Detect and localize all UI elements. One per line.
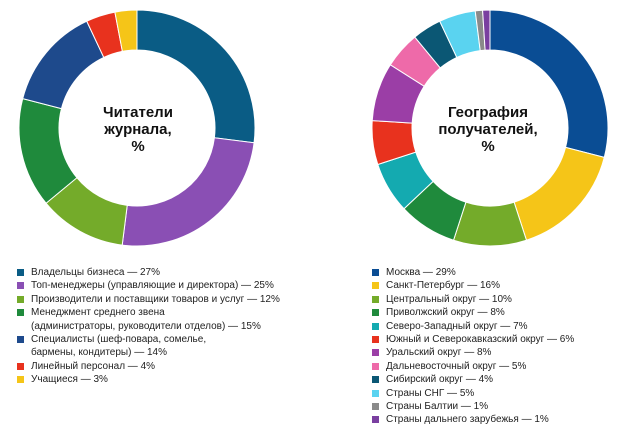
readers-legend-item: Производители и поставщики товаров и усл… [17,293,317,306]
readers-legend-swatch [17,295,24,303]
geography-legend-label: Страны Балтии — 1% [386,401,489,413]
geography-legend-item: Москва — 29% [372,266,622,279]
readers-legend-item: Менеджмент среднего звена (администраторы… [17,306,317,333]
geography-legend-item: Дальневосточный округ — 5% [372,360,622,373]
geography-slice-11 [482,9,491,51]
readers-legend-label: Учащиеся — 3% [31,374,108,386]
geography-legend-swatch [372,349,379,357]
geography-legend-swatch [372,269,379,276]
geography-legend-item: Уральский округ — 8% [372,346,622,359]
readers-legend-label: Менеджмент среднего звена [31,307,165,319]
readers-legend-item: Линейный персонал — 4% [17,360,317,373]
readers-chart-title: Читатели журнала, % [80,104,196,155]
geography-legend: Москва — 29% Санкт-Петербург — 16% Централ… [372,266,622,427]
readers-legend-item: Владельцы бизнеса — 27% [17,266,317,279]
geography-legend-label: Северо-Западный округ — 7% [386,320,528,332]
readers-legend: Владельцы бизнеса — 27% Топ-менеджеры (уп… [17,266,317,387]
geography-legend-item: Приволжский округ — 8% [372,306,622,319]
readers-legend-label: Линейный персонал — 4% [31,360,156,372]
readers-legend-item: Специалисты (шеф-повара, сомелье, бармены… [17,333,317,360]
readers-legend-swatch [17,336,24,344]
geography-legend-label: Страны СНГ — 5% [386,387,475,399]
geography-legend-item: Санкт-Петербург — 16% [372,279,622,292]
geography-legend-swatch [372,389,379,397]
geography-legend-label: Южный и Северокавказский округ — 6% [386,334,575,346]
geography-title-line: География [447,104,529,121]
readers-legend-swatch [17,282,24,290]
readers-legend-label: Владельцы бизнеса — 27% [31,267,160,278]
geography-title-line: % [481,138,495,155]
readers-title-line: % [131,138,145,155]
geography-legend-label: Санкт-Петербург — 16% [386,280,500,292]
readers-legend-item: Топ-менеджеры (управляющие и директора) … [17,279,317,292]
geography-legend-label: Приволжский округ — 8% [386,307,505,319]
geography-legend-item: Сибирский округ — 4% [372,373,622,386]
geography-legend-item: Страны СНГ — 5% [372,387,622,400]
readers-legend-swatch [17,362,24,370]
geography-legend-swatch [372,322,379,330]
geography-slice-1 [513,146,605,241]
readers-legend-label: Специалисты (шеф-повара, сомелье, [31,334,207,346]
readers-title-line: Читатели [103,104,173,121]
geography-legend-swatch [372,376,379,384]
geography-legend-item: Страны Балтии — 1% [372,400,622,413]
readers-legend-swatch [17,269,24,276]
geography-legend-swatch [372,416,379,424]
geography-legend-item: Страны дальнего зарубежья — 1% [372,413,622,426]
readers-legend-item: Учащиеся — 3% [17,373,317,386]
readers-slice-0 [136,9,256,144]
geography-donut-chart [371,9,609,247]
geography-legend-label: Москва — 29% [386,267,456,278]
geography-legend-swatch [372,362,379,370]
geography-legend-label: Уральский округ — 8% [386,347,492,359]
readers-slice-6 [114,9,138,52]
geography-legend-swatch [372,282,379,290]
readers-legend-label: Производители и поставщики товаров и усл… [31,293,280,305]
geography-legend-swatch [372,309,379,317]
geography-legend-item: Центральный округ — 10% [372,293,622,306]
readers-legend-swatch [17,309,24,317]
geography-title-line: получателей, [438,121,538,138]
geography-legend-item: Южный и Северокавказский округ — 6% [372,333,622,346]
geography-chart-title: География получателей, % [430,104,546,155]
geography-legend-swatch [372,403,379,411]
readers-slice-4 [22,20,105,110]
geography-slice-2 [452,201,528,247]
geography-legend-label: Сибирский округ — 4% [386,374,494,386]
geography-legend-item: Северо-Западный округ — 7% [372,320,622,333]
geography-legend-swatch [372,336,379,344]
readers-legend-label: (администраторы, руководители отделов) —… [31,320,261,332]
readers-legend-label: бармены, кондитеры) — 14% [31,347,167,359]
geography-legend-label: Страны дальнего зарубежья — 1% [386,414,549,426]
readers-legend-swatch [17,376,24,384]
readers-title-line: журнала, [104,121,172,138]
readers-legend-label: Топ-менеджеры (управляющие и директора) … [31,280,274,292]
geography-legend-swatch [372,295,379,303]
readers-donut-chart [18,9,256,247]
geography-legend-label: Дальневосточный округ — 5% [386,360,527,372]
geography-legend-label: Центральный округ — 10% [386,293,512,305]
